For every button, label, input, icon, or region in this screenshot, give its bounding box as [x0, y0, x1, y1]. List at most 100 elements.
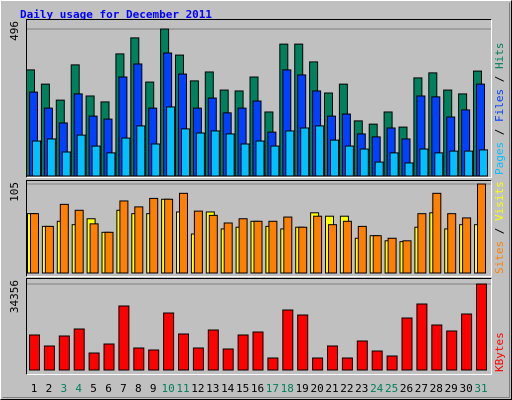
bar: [223, 222, 233, 274]
bar: [46, 138, 56, 177]
bar: [462, 217, 472, 274]
bar: [61, 151, 71, 177]
legend-entry: Visits: [493, 181, 506, 221]
bar: [59, 203, 69, 274]
bar: [315, 125, 325, 177]
x-tick-label: 7: [120, 382, 127, 395]
legend-separator: /: [493, 69, 506, 89]
bar: [312, 357, 324, 371]
x-tick-label: 18: [281, 382, 294, 395]
bar: [283, 216, 293, 274]
bar: [44, 225, 54, 274]
bar: [477, 183, 486, 274]
bar: [389, 152, 399, 177]
x-tick-label: 9: [150, 382, 157, 395]
bar: [417, 213, 427, 274]
bar: [225, 133, 235, 177]
x-tick-label: 13: [206, 382, 219, 395]
bar: [328, 224, 337, 274]
bar: [118, 305, 130, 371]
bar: [297, 314, 309, 371]
bar: [359, 148, 369, 177]
bar: [253, 220, 263, 274]
bar: [419, 148, 429, 177]
x-tick-label: 31: [474, 382, 487, 395]
x-tick-label: 24: [370, 382, 384, 395]
bar: [240, 143, 250, 177]
bar: [195, 132, 205, 177]
bar: [222, 348, 234, 371]
bar: [285, 130, 295, 177]
bar: [431, 324, 443, 371]
bar: [476, 283, 487, 371]
bar: [357, 225, 367, 274]
bar: [164, 198, 174, 274]
bar: [74, 209, 84, 274]
legend-entry: Sites: [493, 241, 506, 274]
bar: [416, 303, 428, 371]
panel-edge-dark: [26, 278, 492, 375]
x-tick-label: 2: [46, 382, 53, 395]
bar: [270, 145, 280, 177]
bar: [30, 213, 39, 274]
bar: [104, 231, 114, 274]
bar: [401, 317, 413, 371]
bar: [341, 357, 353, 371]
bar: [119, 200, 129, 274]
bar: [434, 152, 444, 177]
bar: [387, 237, 397, 274]
bar: [178, 333, 189, 371]
bar: [342, 220, 352, 274]
x-tick-label: 15: [236, 382, 249, 395]
bar: [136, 125, 146, 177]
x-tick-label: 12: [191, 382, 204, 395]
x-tick-label: 28: [430, 382, 443, 395]
bar: [449, 150, 459, 177]
x-tick-label: 26: [400, 382, 413, 395]
legend: Pages / Files / Hits: [493, 43, 506, 176]
y-tick-label: 105: [8, 182, 21, 202]
bar: [371, 350, 383, 371]
x-tick-label: 8: [135, 382, 142, 395]
bar: [89, 223, 99, 274]
bar: [179, 192, 188, 274]
bar: [88, 352, 100, 371]
bar: [106, 152, 116, 177]
bar: [402, 240, 412, 274]
bar: [447, 213, 457, 274]
x-tick-label: 22: [340, 382, 353, 395]
bar: [313, 215, 323, 274]
legend-separator: /: [493, 221, 506, 241]
x-tick-label: 3: [60, 382, 67, 395]
bar: [151, 143, 161, 177]
panel-edge-dark: [26, 180, 492, 277]
x-tick-label: 27: [415, 382, 428, 395]
legend: KBytes: [493, 332, 506, 372]
bar: [134, 206, 144, 274]
x-tick-label: 23: [355, 382, 368, 395]
bar: [252, 331, 264, 371]
bar: [327, 345, 338, 371]
x-tick-label: 29: [445, 382, 458, 395]
x-tick-label: 1: [31, 382, 38, 395]
bar: [133, 347, 145, 371]
bar: [372, 235, 382, 274]
bar: [181, 128, 190, 177]
bar: [461, 313, 473, 371]
bar: [29, 334, 40, 371]
bar: [148, 349, 160, 371]
x-tick-label: 14: [221, 382, 235, 395]
legend-entry: KBytes: [493, 332, 506, 372]
y-tick-label: 496: [8, 21, 21, 41]
bar: [166, 106, 176, 177]
x-tick-label: 4: [75, 382, 82, 395]
x-tick-label: 25: [385, 382, 398, 395]
bar: [432, 192, 442, 274]
legend-entry: Files: [493, 89, 506, 122]
x-tick-label: 19: [296, 382, 309, 395]
x-tick-label: 30: [459, 382, 472, 395]
y-tick-label: 34356: [8, 280, 21, 313]
bar: [298, 226, 308, 274]
